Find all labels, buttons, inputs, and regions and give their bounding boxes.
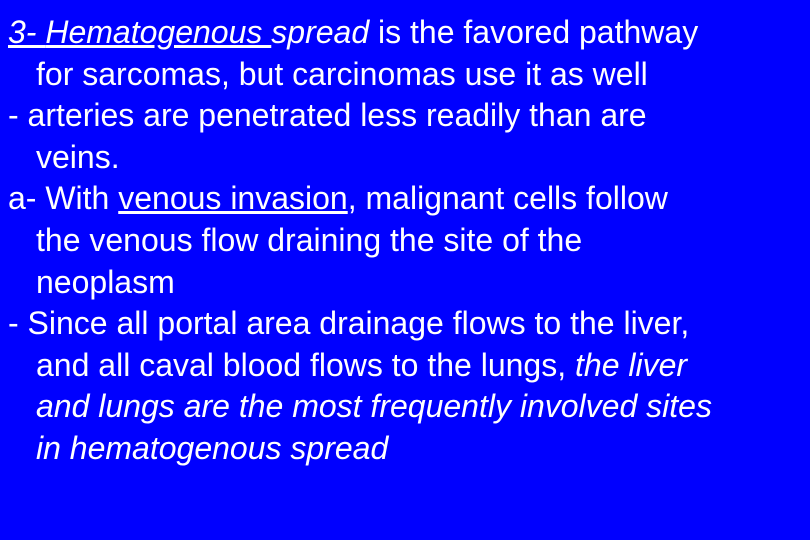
text-seg: a- With <box>8 180 118 216</box>
text-line-4: veins. <box>8 137 802 179</box>
heading-prefix: 3- <box>8 14 45 50</box>
text-line-3: - arteries are penetrated less readily t… <box>8 95 802 137</box>
text-line-5: a- With venous invasion, malignant cells… <box>8 178 802 220</box>
text-line-2: for sarcomas, but carcinomas use it as w… <box>8 54 802 96</box>
text-seg: is the favored pathway <box>369 14 698 50</box>
text-line-7: neoplasm <box>8 262 802 304</box>
text-line-1: 3- Hematogenous spread is the favored pa… <box>8 12 802 54</box>
text-line-10: and lungs are the most frequently involv… <box>8 386 802 428</box>
italic-seg: the liver <box>575 347 687 383</box>
heading-spread: spread <box>271 14 369 50</box>
text-line-9: and all caval blood flows to the lungs, … <box>8 345 802 387</box>
text-seg: , malignant cells follow <box>348 180 668 216</box>
slide-body: 3- Hematogenous spread is the favored pa… <box>8 12 802 470</box>
text-line-6: the venous flow draining the site of the <box>8 220 802 262</box>
heading-term: Hematogenous <box>45 14 271 50</box>
venous-invasion-term: venous invasion <box>118 180 347 216</box>
text-line-8: - Since all portal area drainage flows t… <box>8 303 802 345</box>
text-line-11: in hematogenous spread <box>8 428 802 470</box>
text-seg: and all caval blood flows to the lungs, <box>36 347 575 383</box>
